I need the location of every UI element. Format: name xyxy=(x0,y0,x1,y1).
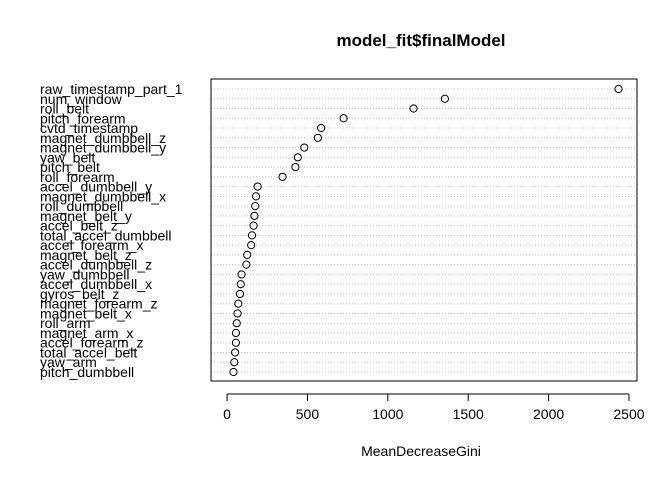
data-point xyxy=(247,241,256,250)
x-tick-label: 1500 xyxy=(453,406,484,422)
category-label: accel_dumbbell_y xyxy=(40,179,152,195)
data-point xyxy=(409,104,418,113)
category-label: magnet_forearm_z xyxy=(40,296,158,312)
category-label: raw_timestamp_part_1 xyxy=(40,81,183,97)
x-tick-label: 500 xyxy=(296,406,320,422)
category-label: roll_forearm xyxy=(40,169,115,185)
category-label: accel_forearm_z xyxy=(40,335,144,351)
category-label: pitch_belt xyxy=(40,159,100,175)
chart-title: model_fit$finalModel xyxy=(336,31,505,50)
category-label: magnet_belt_y xyxy=(40,208,132,224)
category-label: magnet_belt_x xyxy=(40,305,132,321)
data-point xyxy=(234,299,243,308)
data-point xyxy=(229,367,238,377)
data-point xyxy=(614,84,623,94)
data-point xyxy=(233,309,242,318)
x-axis: 0 500 1000 1500 2000 2500 xyxy=(223,393,645,422)
x-axis-title: MeanDecreaseGini xyxy=(361,443,481,459)
data-point xyxy=(247,231,257,240)
data-point xyxy=(243,250,252,259)
category-label: yaw_arm xyxy=(40,354,97,370)
category-label: pitch_forearm xyxy=(40,110,126,126)
x-tick-label: 1000 xyxy=(372,406,403,422)
data-point xyxy=(242,260,251,269)
category-label: accel_dumbbell_z xyxy=(40,257,152,273)
x-tick-label: 0 xyxy=(223,406,231,422)
data-point xyxy=(291,162,300,172)
category-label: pitch_dumbbell xyxy=(40,364,134,380)
plot-frame xyxy=(210,78,638,382)
data-point xyxy=(231,338,241,347)
category-label: total_accel_dumbbell xyxy=(40,227,172,243)
category-label: magnet_dumbbell_x xyxy=(40,188,166,204)
data-point xyxy=(313,133,323,142)
data-point xyxy=(231,348,240,357)
data-points xyxy=(229,84,623,377)
data-point xyxy=(317,123,326,133)
data-point xyxy=(339,114,348,123)
category-label: magnet_dumbbell_z xyxy=(40,130,166,146)
data-point xyxy=(440,94,449,103)
data-point xyxy=(232,319,241,328)
data-point xyxy=(251,202,260,211)
category-label: magnet_belt_z xyxy=(40,247,132,263)
category-label: accel_belt_z xyxy=(40,218,118,234)
data-point xyxy=(250,211,259,220)
x-tick-label: 2000 xyxy=(533,406,564,422)
data-point xyxy=(235,289,245,299)
category-labels: raw_timestamp_part_1num_windowroll_beltp… xyxy=(40,81,183,380)
guide-lines xyxy=(211,88,637,373)
category-label: total_accel_belt xyxy=(40,344,137,360)
data-point xyxy=(253,182,262,191)
category-label: magnet_arm_x xyxy=(40,325,133,341)
category-label: roll_belt xyxy=(40,101,89,117)
data-point xyxy=(251,192,261,201)
category-label: roll_dumbbell xyxy=(40,198,123,214)
category-label: gyros_belt_z xyxy=(40,286,119,302)
category-label: magnet_dumbbell_y xyxy=(40,140,166,156)
category-label: cvtd_timestamp xyxy=(40,120,138,136)
data-point xyxy=(237,270,246,279)
category-label: accel_forearm_x xyxy=(40,237,144,253)
data-point xyxy=(249,221,258,230)
data-point xyxy=(278,172,287,181)
category-label: yaw_belt xyxy=(40,149,95,165)
data-point xyxy=(300,143,309,152)
data-point xyxy=(293,153,302,162)
category-label: yaw_dumbbell xyxy=(40,266,130,282)
category-label: roll_arm xyxy=(40,315,91,331)
data-point xyxy=(230,358,239,367)
data-point xyxy=(236,280,245,289)
data-point xyxy=(231,328,241,338)
category-label: accel_dumbbell_x xyxy=(40,276,152,292)
category-label: num_window xyxy=(40,91,123,107)
x-tick-label: 2500 xyxy=(613,406,644,422)
